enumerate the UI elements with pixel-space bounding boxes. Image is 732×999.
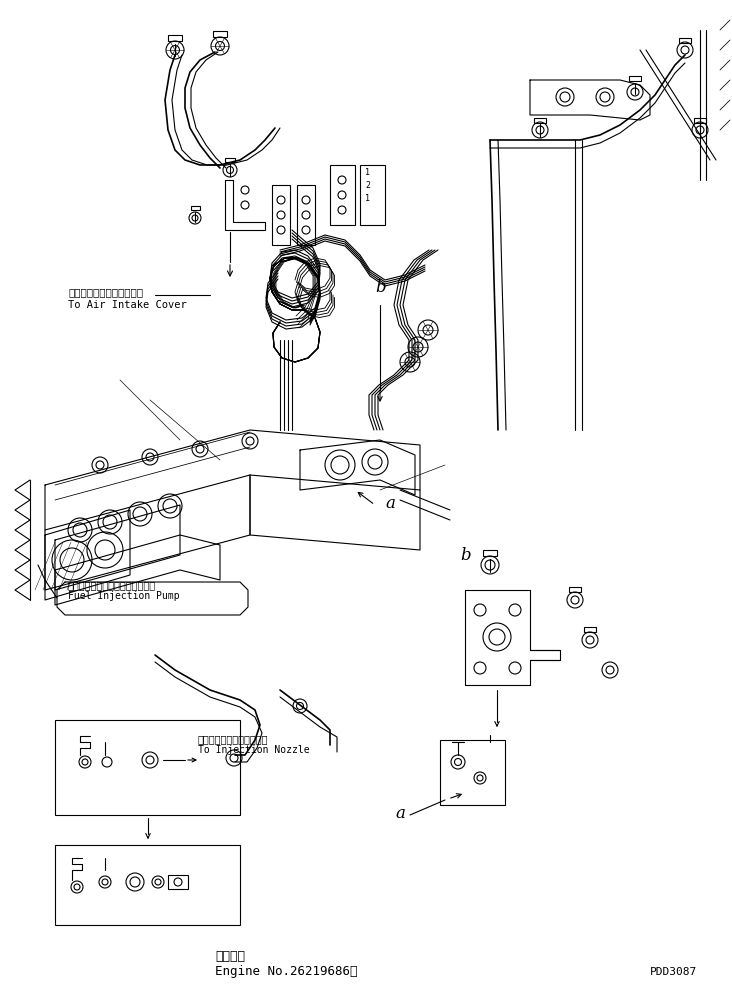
Text: Fuel Injection Pump: Fuel Injection Pump bbox=[68, 591, 179, 601]
Bar bbox=[440, 740, 505, 805]
Text: b: b bbox=[460, 547, 471, 564]
Bar bbox=[168, 35, 182, 41]
Bar bbox=[168, 875, 188, 889]
Bar bbox=[55, 720, 240, 815]
Bar bbox=[225, 158, 235, 162]
Bar bbox=[679, 38, 691, 43]
Bar bbox=[213, 31, 227, 37]
Bar bbox=[483, 550, 497, 556]
Bar bbox=[297, 185, 315, 245]
Bar bbox=[330, 165, 355, 225]
Bar bbox=[272, 185, 290, 245]
Text: 適用号機: 適用号機 bbox=[215, 950, 245, 963]
Text: To Air Intake Cover: To Air Intake Cover bbox=[68, 300, 187, 310]
Text: PDD3087: PDD3087 bbox=[650, 967, 698, 977]
Text: a: a bbox=[385, 495, 395, 512]
Bar bbox=[360, 165, 385, 225]
Text: Engine No.26219686～: Engine No.26219686～ bbox=[215, 965, 357, 978]
Text: エアーインテークカバーへ: エアーインテークカバーへ bbox=[68, 287, 143, 297]
Bar bbox=[569, 586, 581, 591]
Text: 2: 2 bbox=[365, 181, 370, 190]
Bar bbox=[190, 206, 200, 210]
Text: b: b bbox=[375, 279, 386, 296]
Text: インジェクションノズルへ: インジェクションノズルへ bbox=[198, 734, 269, 744]
Text: 1: 1 bbox=[365, 168, 370, 177]
Bar bbox=[584, 626, 596, 631]
Bar bbox=[534, 118, 546, 123]
Bar bbox=[629, 76, 641, 81]
Text: a: a bbox=[395, 805, 405, 822]
Text: フェエルインジェクションポンプ: フェエルインジェクションポンプ bbox=[68, 580, 156, 590]
Text: 1: 1 bbox=[365, 194, 370, 203]
Bar bbox=[55, 845, 240, 925]
Text: To Injection Nozzle: To Injection Nozzle bbox=[198, 745, 310, 755]
Bar bbox=[694, 118, 706, 123]
